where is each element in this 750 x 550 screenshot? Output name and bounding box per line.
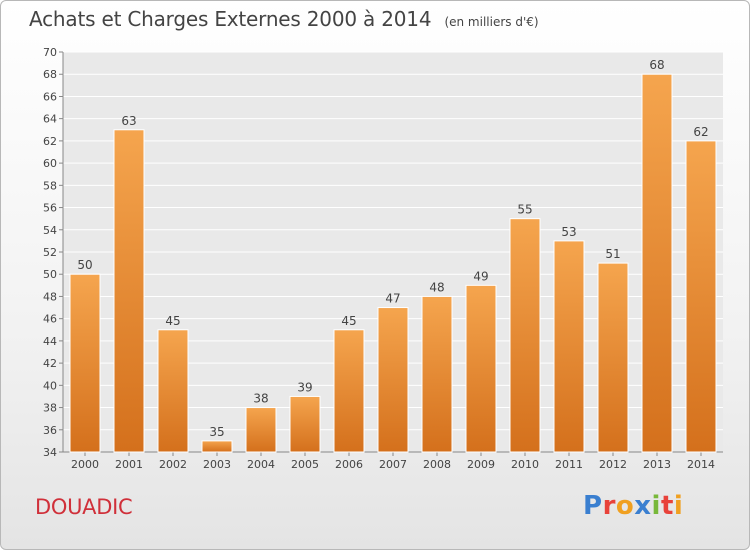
title-row: Achats et Charges Externes 2000 à 2014 (… bbox=[29, 7, 539, 31]
bar-layer bbox=[69, 73, 717, 453]
bar bbox=[245, 407, 277, 453]
x-tick-label: 2004 bbox=[247, 458, 275, 471]
axis-layer: 34 36 38 40 42 44 46 48 50 52 54 56 58 60 62 64 66 68 70 20… bbox=[43, 46, 723, 471]
x-tick-label: 2011 bbox=[555, 458, 583, 471]
y-tick-label: 34 bbox=[43, 446, 57, 459]
commune-name: DOUADIC bbox=[35, 495, 133, 519]
bar-value-label: 53 bbox=[561, 225, 576, 239]
y-tick-label: 40 bbox=[43, 379, 57, 392]
y-tick-label: 60 bbox=[43, 157, 57, 170]
logo-letter: x bbox=[634, 491, 652, 521]
bar-value-label: 63 bbox=[121, 114, 136, 128]
chart-subtitle: (en milliers d'€) bbox=[444, 15, 539, 29]
y-tick-label: 70 bbox=[43, 46, 57, 59]
bar bbox=[685, 140, 717, 453]
bar-value-label: 39 bbox=[297, 380, 312, 394]
bar bbox=[421, 295, 453, 453]
y-tick-label: 44 bbox=[43, 335, 57, 348]
bar bbox=[509, 218, 541, 453]
y-tick-label: 36 bbox=[43, 424, 57, 437]
x-tick-label: 2001 bbox=[115, 458, 143, 471]
y-tick-label: 48 bbox=[43, 290, 57, 303]
logo-letter: P bbox=[583, 491, 603, 521]
bar-value-label: 38 bbox=[253, 392, 268, 406]
bar-value-label: 45 bbox=[165, 314, 180, 328]
bar bbox=[113, 129, 145, 453]
bar-value-label: 68 bbox=[649, 58, 664, 72]
bar-value-label: 62 bbox=[693, 125, 708, 139]
bar-value-label: 47 bbox=[385, 292, 400, 306]
y-tick-label: 52 bbox=[43, 246, 57, 259]
bar bbox=[641, 73, 673, 453]
y-tick-label: 54 bbox=[43, 224, 57, 237]
x-tick-label: 2007 bbox=[379, 458, 407, 471]
y-tick-label: 62 bbox=[43, 135, 57, 148]
y-tick-label: 66 bbox=[43, 90, 57, 103]
x-tick-label: 2012 bbox=[599, 458, 627, 471]
logo-letter: i bbox=[673, 491, 684, 521]
y-tick-label: 46 bbox=[43, 313, 57, 326]
bar bbox=[157, 329, 189, 453]
y-tick-label: 38 bbox=[43, 402, 57, 415]
y-tick-label: 50 bbox=[43, 268, 57, 281]
bar-value-label: 50 bbox=[77, 258, 92, 272]
bar bbox=[553, 240, 585, 453]
bar-value-label: 55 bbox=[517, 203, 532, 217]
logo-letter: i bbox=[651, 491, 661, 521]
bar bbox=[377, 307, 409, 453]
bar bbox=[201, 440, 233, 453]
bar-value-label: 51 bbox=[605, 247, 620, 261]
x-tick-label: 2008 bbox=[423, 458, 451, 471]
x-tick-label: 2002 bbox=[159, 458, 187, 471]
x-tick-label: 2006 bbox=[335, 458, 363, 471]
bar-value-label: 49 bbox=[473, 269, 488, 283]
x-tick-label: 2014 bbox=[687, 458, 715, 471]
logo-letter: t bbox=[660, 491, 674, 521]
y-tick-label: 64 bbox=[43, 113, 57, 126]
bar bbox=[69, 273, 101, 453]
logo-letter: o bbox=[615, 491, 635, 521]
bar-value-label: 35 bbox=[209, 425, 224, 439]
bar bbox=[333, 329, 365, 453]
y-tick-label: 56 bbox=[43, 202, 57, 215]
x-tick-label: 2000 bbox=[71, 458, 99, 471]
bar-value-label: 48 bbox=[429, 280, 444, 294]
x-tick-label: 2005 bbox=[291, 458, 319, 471]
x-tick-label: 2009 bbox=[467, 458, 495, 471]
x-tick-label: 2010 bbox=[511, 458, 539, 471]
bar-value-label: 45 bbox=[341, 314, 356, 328]
bar bbox=[465, 284, 497, 453]
y-tick-label: 42 bbox=[43, 357, 57, 370]
x-tick-label: 2003 bbox=[203, 458, 231, 471]
bar bbox=[597, 262, 629, 453]
bar bbox=[289, 395, 321, 453]
proxiti-logo[interactable]: Proxiti bbox=[583, 491, 683, 521]
chart-title: Achats et Charges Externes 2000 à 2014 bbox=[29, 7, 432, 31]
y-tick-label: 58 bbox=[43, 179, 57, 192]
y-tick-label: 68 bbox=[43, 68, 57, 81]
x-tick-label: 2013 bbox=[643, 458, 671, 471]
label-layer: 50 63 45 35 38 39 45 47 48 49 55 53 51 68 62 bbox=[77, 58, 708, 439]
logo-letter: r bbox=[602, 491, 616, 521]
